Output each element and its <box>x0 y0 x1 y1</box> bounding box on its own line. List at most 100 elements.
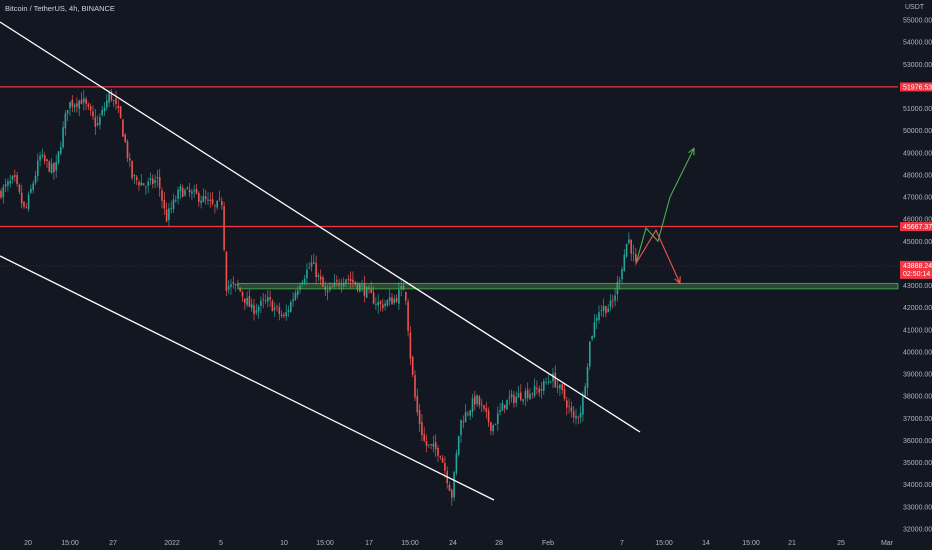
candle-body <box>522 399 524 402</box>
candle <box>271 299 274 312</box>
candle-body <box>290 301 292 312</box>
candle-body <box>561 384 563 391</box>
candle <box>492 423 494 436</box>
candle-body <box>131 160 133 179</box>
candle <box>464 404 467 423</box>
candle <box>591 335 593 342</box>
candle <box>257 304 260 319</box>
candle <box>55 154 57 178</box>
badge-last-price-text: 43888.24 <box>903 263 932 270</box>
candle-body <box>103 107 106 112</box>
candle <box>437 444 439 462</box>
candle <box>520 384 522 402</box>
candle-body <box>106 100 108 108</box>
candle <box>503 404 506 414</box>
candle <box>625 243 628 259</box>
price-tick-label: 55000.00 <box>903 18 932 25</box>
candle <box>510 389 513 403</box>
candle-body <box>147 181 149 186</box>
candle-body <box>78 100 80 109</box>
candle-body <box>57 151 60 163</box>
candle <box>106 94 108 111</box>
candle-body <box>135 176 138 180</box>
candle <box>191 188 193 200</box>
candle <box>570 401 573 418</box>
candle-body <box>69 101 71 109</box>
candle-body <box>540 388 543 391</box>
candle-body <box>310 262 313 267</box>
candle-body <box>64 113 67 129</box>
candle <box>543 378 545 396</box>
candle <box>184 188 186 198</box>
price-tick-label: 32000.00 <box>903 527 932 534</box>
candle <box>294 289 297 302</box>
candle-body <box>605 306 607 314</box>
candle <box>407 298 409 337</box>
candle-body <box>191 191 193 194</box>
candle-body <box>572 411 575 418</box>
candle <box>480 398 483 413</box>
candle-body <box>368 287 370 290</box>
candle-body <box>506 399 508 410</box>
price-tick-label: 53000.00 <box>903 62 932 69</box>
candle <box>582 391 584 422</box>
candle <box>595 314 598 330</box>
candle <box>467 410 469 417</box>
candle <box>99 112 101 130</box>
candle <box>430 443 432 450</box>
candle-body <box>133 175 136 177</box>
candles-layer <box>0 89 637 506</box>
time-tick-label: 17 <box>365 540 373 547</box>
candle-body <box>331 286 333 288</box>
candle-body <box>497 413 499 424</box>
candle <box>522 399 524 405</box>
candle <box>441 454 444 463</box>
candle-body <box>616 281 619 295</box>
candle <box>287 305 290 318</box>
candle <box>361 279 363 292</box>
candle <box>34 170 37 186</box>
candle <box>152 174 154 189</box>
candle-body <box>253 305 255 315</box>
candle-body <box>485 408 488 412</box>
candle <box>188 182 191 198</box>
candle-body <box>614 295 616 301</box>
candle-body <box>156 177 159 179</box>
candle <box>209 192 212 208</box>
candle-body <box>315 262 317 278</box>
candle-body <box>101 109 103 116</box>
candle-body <box>570 407 573 412</box>
candle <box>57 151 60 166</box>
candle <box>112 99 115 107</box>
candle <box>345 278 347 287</box>
candle <box>239 287 241 292</box>
candle <box>593 314 596 339</box>
candle-body <box>591 336 593 340</box>
candle-body <box>108 92 110 103</box>
candle <box>386 298 389 307</box>
candle-body <box>556 386 559 388</box>
candle-body <box>280 314 283 316</box>
candle <box>494 423 497 426</box>
candle <box>7 178 9 192</box>
candle <box>92 105 94 120</box>
candle-body <box>625 243 628 257</box>
candle <box>119 105 122 119</box>
candle-body <box>418 410 421 424</box>
candle-body <box>430 444 432 445</box>
candle <box>568 398 570 414</box>
price-tick-label: 33000.00 <box>903 504 932 511</box>
candle-body <box>554 372 557 387</box>
candle-body <box>416 395 419 413</box>
candle <box>524 387 527 407</box>
candle-body <box>83 98 85 103</box>
candle <box>73 102 76 113</box>
candle-body <box>476 395 478 404</box>
candle <box>630 239 632 262</box>
candle <box>556 380 559 394</box>
candle <box>474 390 476 411</box>
candle-body <box>62 127 64 148</box>
candle <box>204 189 207 205</box>
candle <box>9 174 11 188</box>
